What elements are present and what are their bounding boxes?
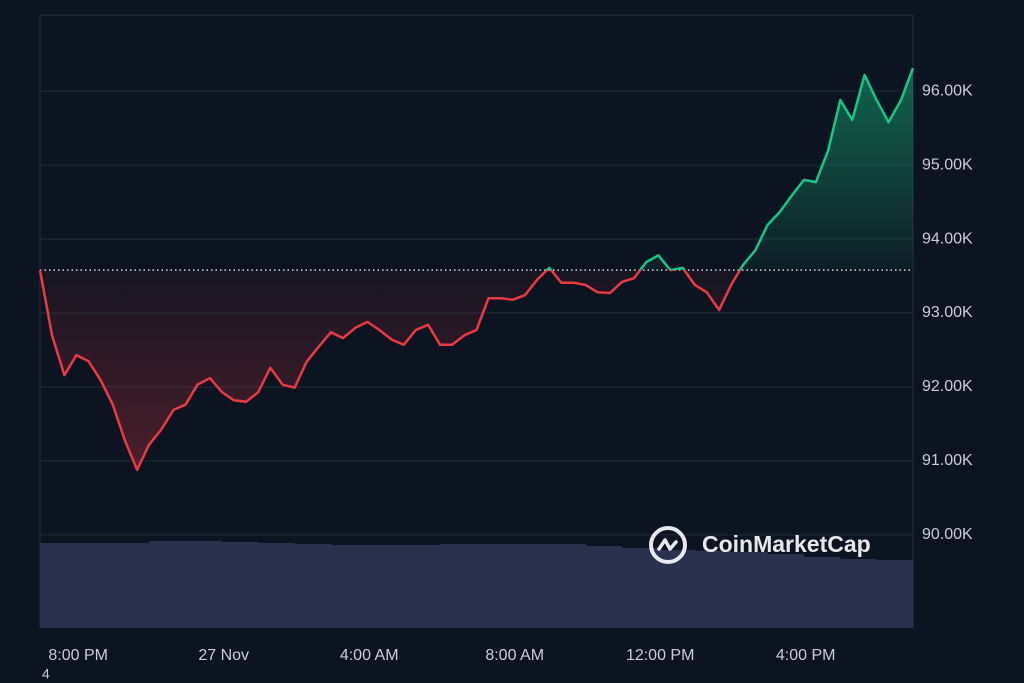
volume-bar [294,544,332,628]
volume-bar [476,544,514,628]
volume-bar [549,544,586,628]
volume-bar [512,544,550,628]
volume-bar [403,545,441,628]
x-tick-label: 4:00 PM [776,647,836,664]
watermark: CoinMarketCap [702,531,871,557]
volume-bar [585,546,623,628]
y-tick-label: 95.00K [922,156,973,173]
volume-bar [76,543,114,628]
volume-bar [694,551,732,628]
y-tick-label: 93.00K [922,304,973,321]
x-tick-label: 4:00 AM [340,647,399,664]
volume-bar [149,541,186,628]
volume-bar [258,543,295,628]
volume-bar [367,545,405,628]
y-tick-label: 94.00K [922,230,973,247]
x-tick-label: 12:00 PM [626,647,694,664]
volume-bar [622,548,659,628]
volume-bar [112,543,150,628]
volume-bar [440,544,477,628]
volume-bar [331,545,368,628]
y-tick-label: 90.00K [922,526,973,543]
y-tick-label: 91.00K [922,452,973,469]
volume-bar [221,542,259,628]
volume-bar [840,559,877,628]
price-line [38,67,915,472]
x-tick-label: 8:00 AM [485,647,544,664]
y-tick-label: 96.00K [922,82,973,99]
volume-bar [185,541,223,628]
x-tick-label: 27 Nov [198,647,249,664]
watermark-logo [649,526,687,564]
volume-bar [803,557,841,628]
footnote: 4 [42,666,50,682]
volume-bar [876,560,914,628]
area [40,68,913,470]
volume-bar [731,552,768,628]
y-tick-label: 92.00K [922,378,973,395]
x-tick-label: 8:00 PM [48,647,108,664]
plot: 90.00K 91.00K 92.00K 93.00K 94.00K 95.00K 96.0… [38,67,973,664]
volume-bar [40,543,77,628]
volume-bar [767,554,805,628]
